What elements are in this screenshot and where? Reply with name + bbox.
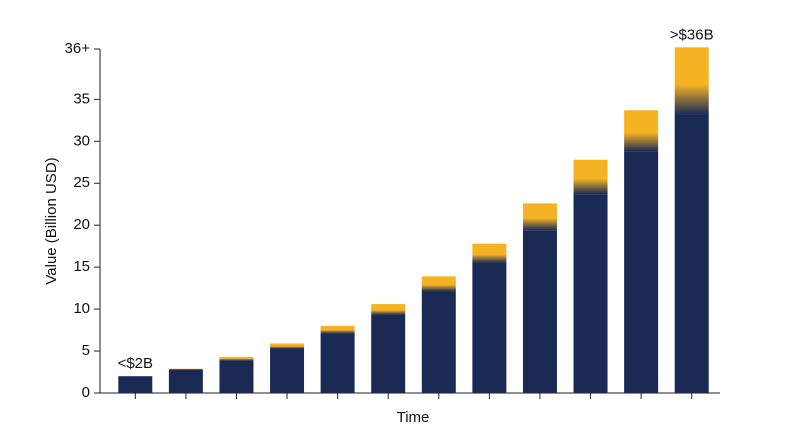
bar-segment <box>472 243 507 263</box>
bar-segment <box>320 325 355 334</box>
bar-segment <box>320 333 355 393</box>
bar-segment <box>168 369 203 393</box>
y-tick-label: 0 <box>82 384 90 401</box>
annotation: >$36B <box>670 26 714 43</box>
bar-segment <box>522 203 557 231</box>
bar-segment <box>270 348 305 393</box>
bar-segment <box>168 368 203 370</box>
bar-segment <box>371 314 406 393</box>
y-tick-label: 5 <box>82 342 90 359</box>
bar-segment <box>371 304 406 315</box>
bar-segment <box>219 356 254 361</box>
bar-segment <box>421 291 456 393</box>
bar-segment <box>421 276 456 292</box>
y-tick-label: 35 <box>73 90 90 107</box>
y-tick-label: 10 <box>73 300 90 317</box>
y-axis-label: Value (Billion USD) <box>43 157 60 284</box>
bar-segment <box>270 343 305 349</box>
bar-segment <box>522 230 557 393</box>
y-tick-label: 15 <box>73 258 90 275</box>
annotation: <$2B <box>118 355 153 372</box>
bar-segment <box>573 159 608 195</box>
bar-segment <box>573 194 608 393</box>
bar-segment <box>624 151 659 393</box>
bar-segment <box>674 114 709 393</box>
bar-segment <box>624 110 659 152</box>
bar-segment <box>219 360 254 393</box>
x-axis-label: Time <box>397 409 430 426</box>
bar-segment <box>674 47 709 115</box>
y-tick-label: 25 <box>73 174 90 191</box>
y-tick-label: 36+ <box>65 40 91 57</box>
bar-segment <box>472 262 507 393</box>
y-tick-label: 30 <box>73 132 90 149</box>
y-tick-label: 20 <box>73 216 90 233</box>
bar-segment <box>118 376 153 393</box>
